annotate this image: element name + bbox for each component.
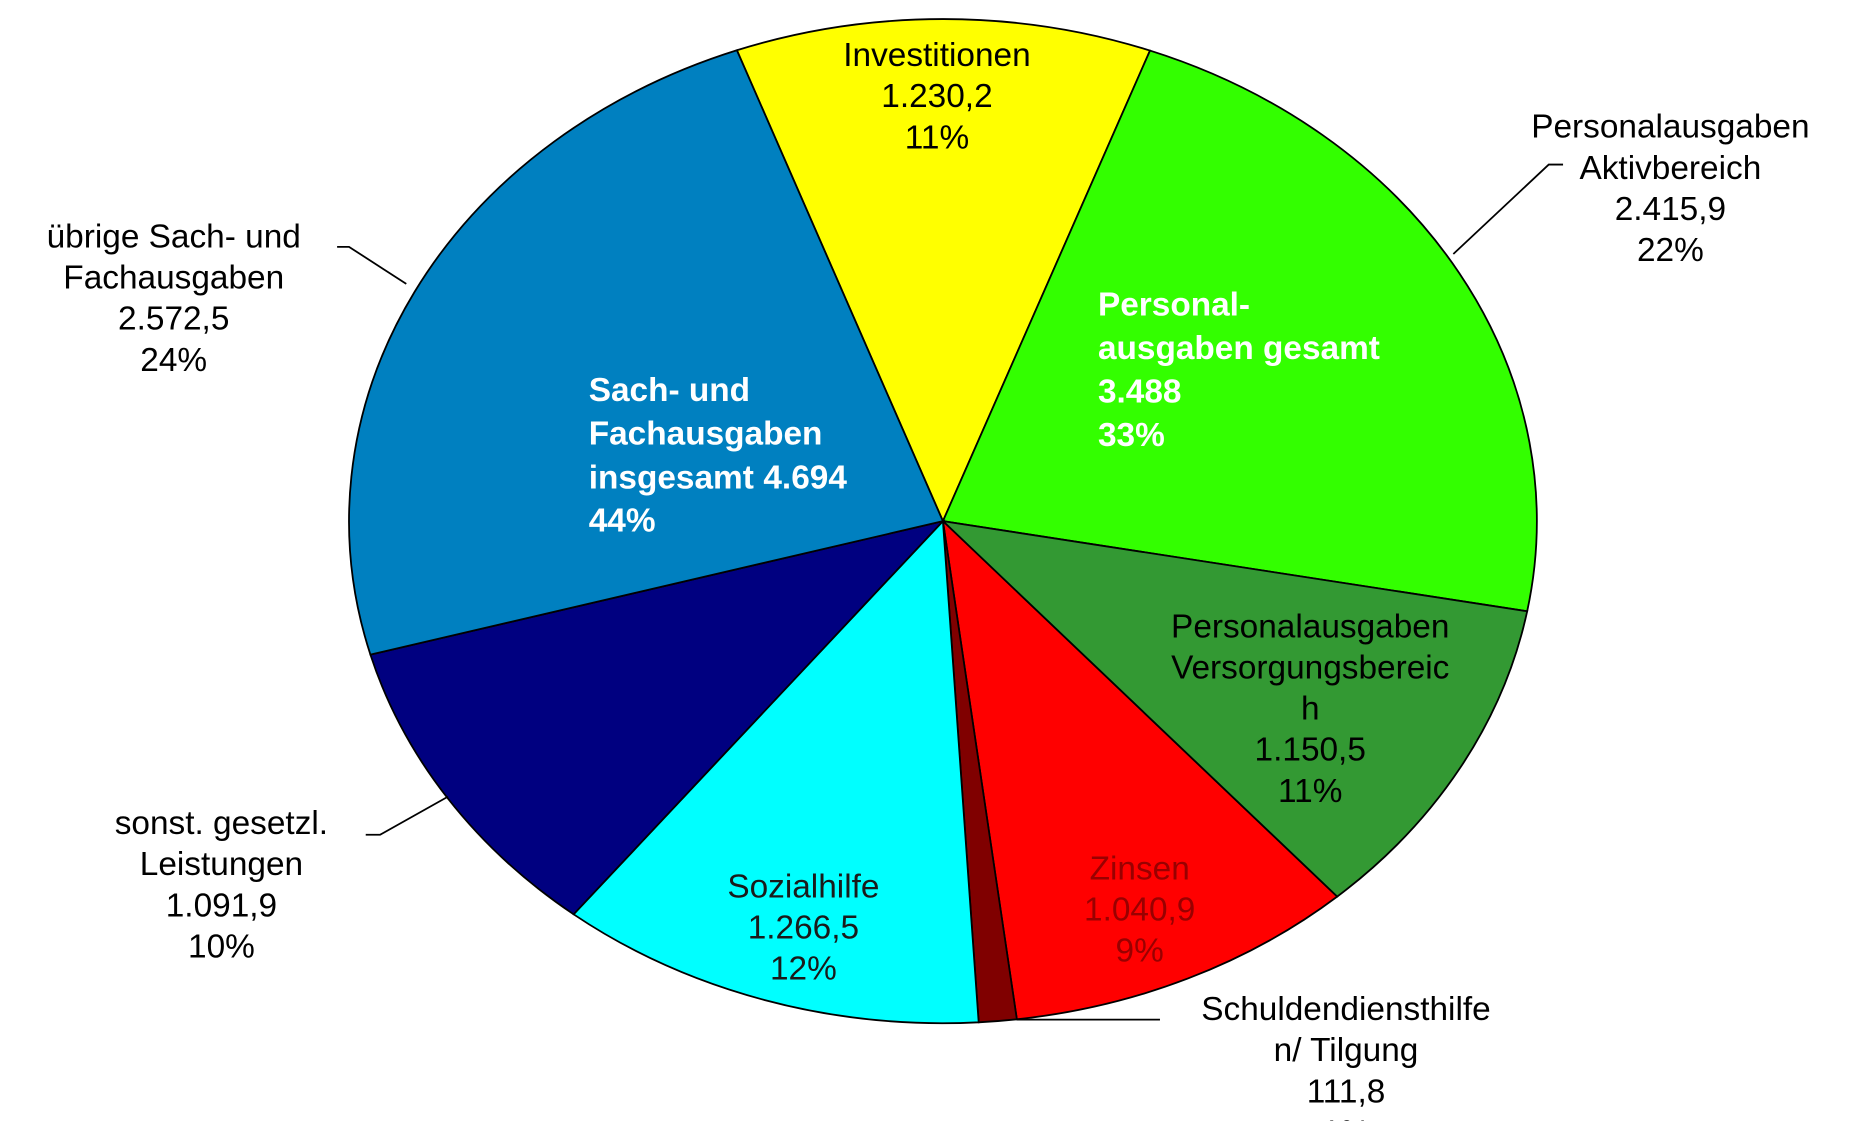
group-label: Fachausgaben — [589, 416, 823, 453]
slice-label: Personalausgaben — [1171, 608, 1449, 645]
group-label-line: insgesamt — [589, 459, 754, 496]
slice-percent-label: 1% — [1322, 1115, 1370, 1121]
group-label: ausgaben gesamt — [1098, 330, 1380, 367]
slice-label: Sozialhilfe — [727, 868, 879, 905]
slice-percent-label: 22% — [1637, 232, 1704, 269]
group-value-label: 4.694 — [763, 459, 847, 496]
group-percent-label: 33% — [1098, 417, 1165, 454]
slice-label: Versorgungsbereic — [1171, 649, 1449, 686]
pie-slice — [941, 518, 1339, 1021]
slice-label: Schuldendiensthilfe — [1201, 991, 1490, 1028]
group-percent-label: 44% — [589, 503, 656, 540]
group-label: Personal- — [1098, 286, 1250, 323]
pie-slice — [369, 519, 946, 916]
leader-line — [365, 795, 449, 836]
slice-value-label: 2.415,9 — [1615, 191, 1726, 228]
slice-label: Leistungen — [140, 846, 303, 883]
slice-percent-label: 11% — [1278, 773, 1342, 810]
group-label: insgesamt 4.694 — [589, 459, 848, 496]
leader-line — [1452, 163, 1564, 255]
slice-value-label: 111,8 — [1307, 1073, 1386, 1110]
slice-value-label: 1.150,5 — [1255, 732, 1366, 769]
slice-percent-label: 24% — [140, 342, 207, 379]
slice-percent-label: 11% — [905, 119, 969, 156]
slice-label: h — [1301, 691, 1320, 728]
slice-label: sonst. gesetzl. — [115, 805, 328, 842]
slice-label: n/ Tilgung — [1274, 1032, 1419, 1069]
group-value-label: 3.488 — [1098, 373, 1182, 410]
pie-slice — [348, 49, 945, 656]
slice-label: Investitionen — [843, 37, 1030, 74]
slice-percent-label: 12% — [770, 951, 837, 988]
slice-value-label: 2.572,5 — [118, 301, 229, 338]
leader-line — [337, 245, 407, 285]
pie-slice — [735, 18, 1152, 524]
slice-label: Personalausgaben — [1531, 109, 1809, 146]
pie-slice — [941, 49, 1538, 613]
slice-percent-label: 10% — [188, 928, 255, 965]
pie-slice — [572, 519, 980, 1025]
slice-value-label: 1.040,9 — [1084, 892, 1195, 929]
slice-value-label: 1.266,5 — [748, 909, 859, 946]
slice-value-label: 1.091,9 — [166, 887, 277, 924]
slice-percent-label: 9% — [1116, 933, 1164, 970]
slice-label: Zinsen — [1090, 850, 1190, 887]
slice-label: übrige Sach- und — [47, 218, 301, 255]
pie-slice — [940, 519, 1529, 898]
slice-label: Aktivbereich — [1579, 150, 1761, 187]
slice-value-label: 1.230,2 — [881, 78, 992, 115]
slice-label: Fachausgaben — [63, 259, 284, 296]
group-label: Sach- und — [589, 372, 750, 409]
